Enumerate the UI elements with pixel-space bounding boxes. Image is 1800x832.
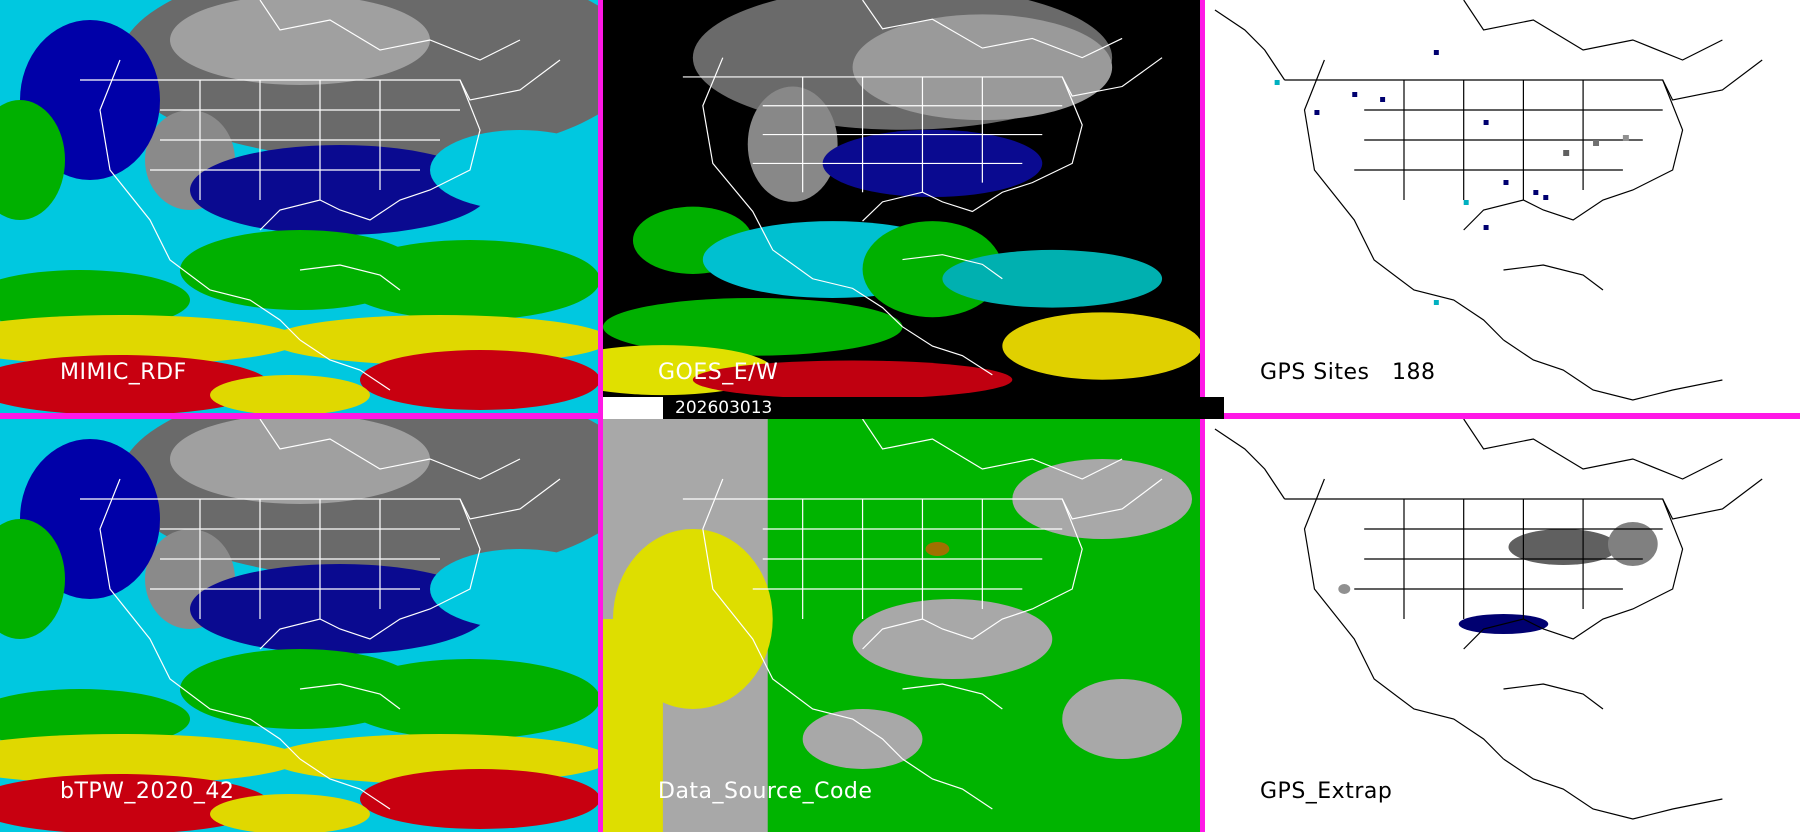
panel-label-goes: GOES_E/W <box>658 360 779 385</box>
panel-gps-sites: GPS Sites 188 <box>1205 0 1800 413</box>
divider-horizontal-right <box>1200 413 1800 419</box>
panel-goes: GOES_E/W <box>603 0 1200 397</box>
gps-sites-count: 188 <box>1391 360 1436 385</box>
btpw-map <box>0 419 598 832</box>
data-source-code-map <box>603 419 1200 832</box>
panel-data-source-code: Data_Source_Code <box>603 419 1200 832</box>
divider-vertical-left <box>598 0 603 832</box>
panel-btpw: bTPW_2020_42 <box>0 419 598 832</box>
gps-sites-label: GPS Sites <box>1260 360 1370 385</box>
goes-tpw-map <box>603 0 1200 397</box>
panel-label-dsc: Data_Source_Code <box>658 779 873 804</box>
gps-sites-map <box>1205 0 1800 413</box>
panel-mimic-rdf: MIMIC_RDF <box>0 0 598 413</box>
panel-label-gps-extrap: GPS_Extrap <box>1260 779 1393 804</box>
panel-label-mimic: MIMIC_RDF <box>60 360 187 385</box>
mimic-tpw-map <box>0 0 598 413</box>
gps-site-markers <box>1274 50 1629 305</box>
panel-label-gps-sites: GPS Sites 188 <box>1260 360 1435 385</box>
timestamp-bar: 202603013 <box>663 397 1224 419</box>
panel-gps-extrap: GPS_Extrap <box>1205 419 1800 832</box>
divider-horizontal-left <box>0 413 598 419</box>
panel-label-btpw: bTPW_2020_42 <box>60 779 235 804</box>
gps-extrap-map <box>1205 419 1800 832</box>
